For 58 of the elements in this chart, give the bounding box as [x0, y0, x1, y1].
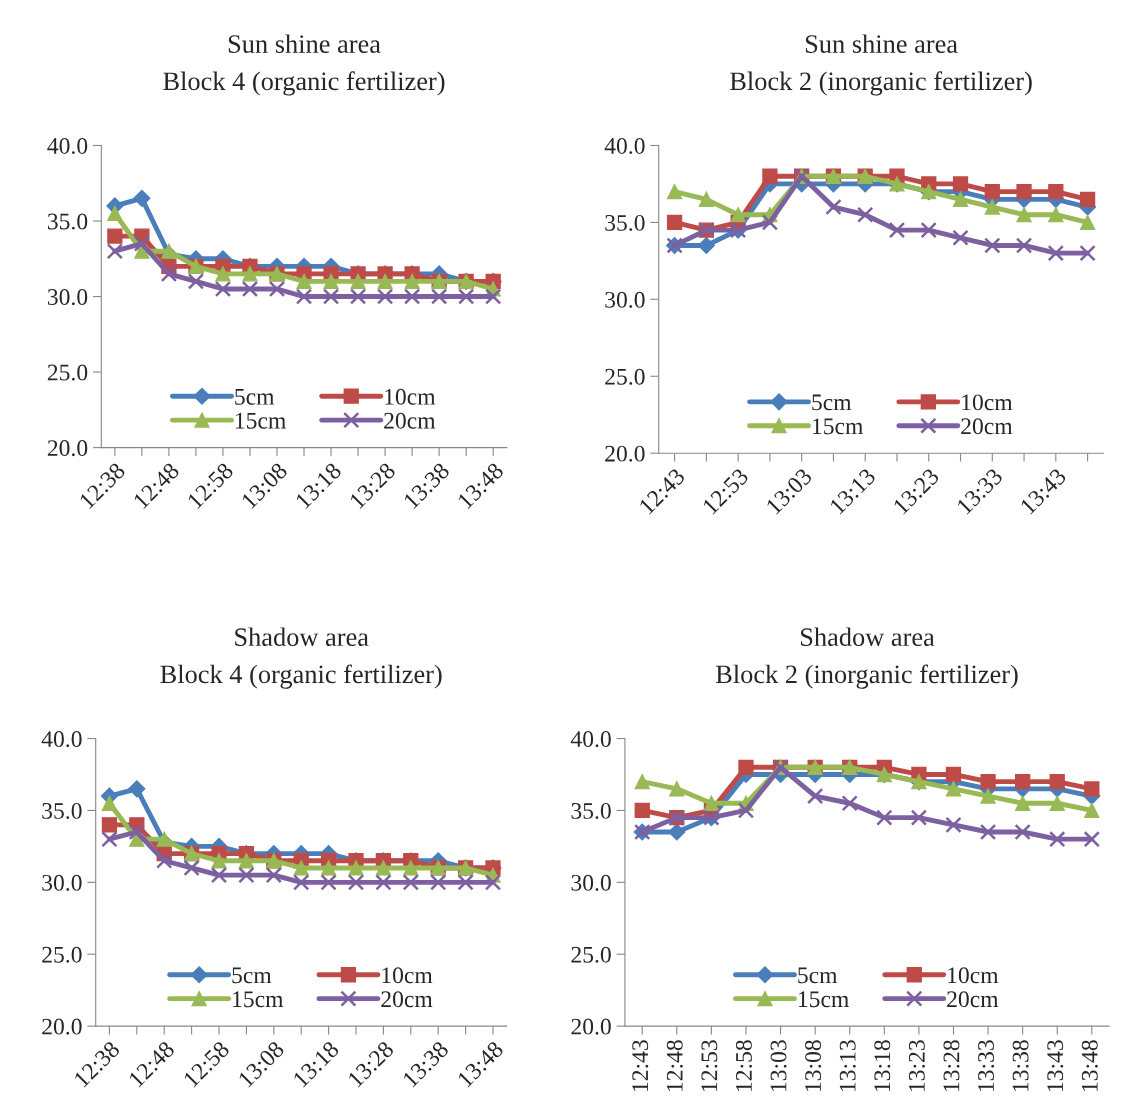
y-tick-label: 40.0 [570, 731, 611, 748]
y-tick-label: 20.0 [42, 1018, 82, 1035]
x-tick-label: 13:28 [943, 1040, 960, 1092]
legend-label: 5cm [232, 967, 272, 984]
y-tick-label: 25.0 [47, 364, 88, 381]
legend-label: 10cm [385, 388, 436, 405]
chart-subtitle: Block 2 (inorganic fertilizer) [715, 664, 1018, 689]
chart-subtitle: Block 4 (organic fertilizer) [163, 71, 445, 96]
y-tick-label: 35.0 [47, 213, 88, 230]
legend-label: 10cm [948, 967, 999, 984]
y-tick-label: 40.0 [604, 137, 645, 154]
chart-title: Shadow area [801, 627, 935, 647]
legend-label: 5cm [235, 389, 275, 405]
legend-label: 15cm [235, 412, 286, 429]
x-tick-label: 13:38 [1012, 1040, 1029, 1092]
chart-subtitle: Block 2 (inorganic fertilizer) [730, 71, 1032, 96]
y-tick-label: 40.0 [41, 731, 82, 748]
x-tick-label: 13:33 [978, 1040, 995, 1092]
x-tick-label: 12:48 [666, 1040, 683, 1092]
x-tick-label: 13:03 [770, 1040, 787, 1092]
legend-label: 15cm [798, 991, 849, 1008]
x-tick-label: 12:43 [632, 1040, 649, 1092]
y-tick-label: 30.0 [571, 874, 611, 891]
y-tick-label: 35.0 [605, 214, 645, 231]
y-tick-label: 35.0 [571, 802, 611, 819]
x-tick-label: 13:08 [805, 1040, 822, 1092]
y-tick-label: 25.0 [42, 946, 82, 963]
legend-label: 10cm [382, 967, 433, 984]
x-tick-label: 13:23 [908, 1040, 925, 1092]
x-tick-label: 13:13 [839, 1040, 856, 1092]
y-tick-label: 25.0 [571, 946, 611, 963]
y-tick-label: 20.0 [605, 445, 645, 462]
y-tick-label: 30.0 [47, 289, 88, 306]
legend-label: 20cm [961, 418, 1013, 435]
chart-subtitle: Block 4 (organic fertilizer) [160, 664, 442, 689]
y-tick-label: 20.0 [47, 440, 88, 457]
legend-label: 10cm [962, 394, 1013, 411]
x-tick-label: 13:18 [874, 1040, 891, 1092]
legend-label: 15cm [813, 418, 864, 435]
x-tick-label: 13:48 [1081, 1040, 1098, 1092]
chart-title: Shadow area [235, 627, 369, 647]
legend-label: 15cm [233, 991, 284, 1008]
x-tick-label: 13:43 [1047, 1040, 1064, 1092]
legend-label: 20cm [381, 991, 433, 1008]
y-tick-label: 30.0 [42, 874, 82, 891]
y-tick-label: 30.0 [605, 291, 645, 308]
y-tick-label: 40.0 [47, 137, 88, 154]
chart-title: Sun shine area [228, 34, 381, 53]
legend-label: 20cm [947, 991, 999, 1008]
y-tick-label: 25.0 [605, 368, 645, 385]
legend-label: 20cm [384, 412, 436, 429]
legend-label: 5cm [812, 394, 852, 411]
x-tick-label: 12:53 [701, 1040, 718, 1092]
y-tick-label: 20.0 [571, 1018, 611, 1035]
y-tick-label: 35.0 [42, 802, 82, 819]
chart-title: Sun shine area [805, 34, 958, 53]
x-tick-label: 12:58 [735, 1040, 752, 1092]
legend-label: 5cm [798, 967, 838, 984]
